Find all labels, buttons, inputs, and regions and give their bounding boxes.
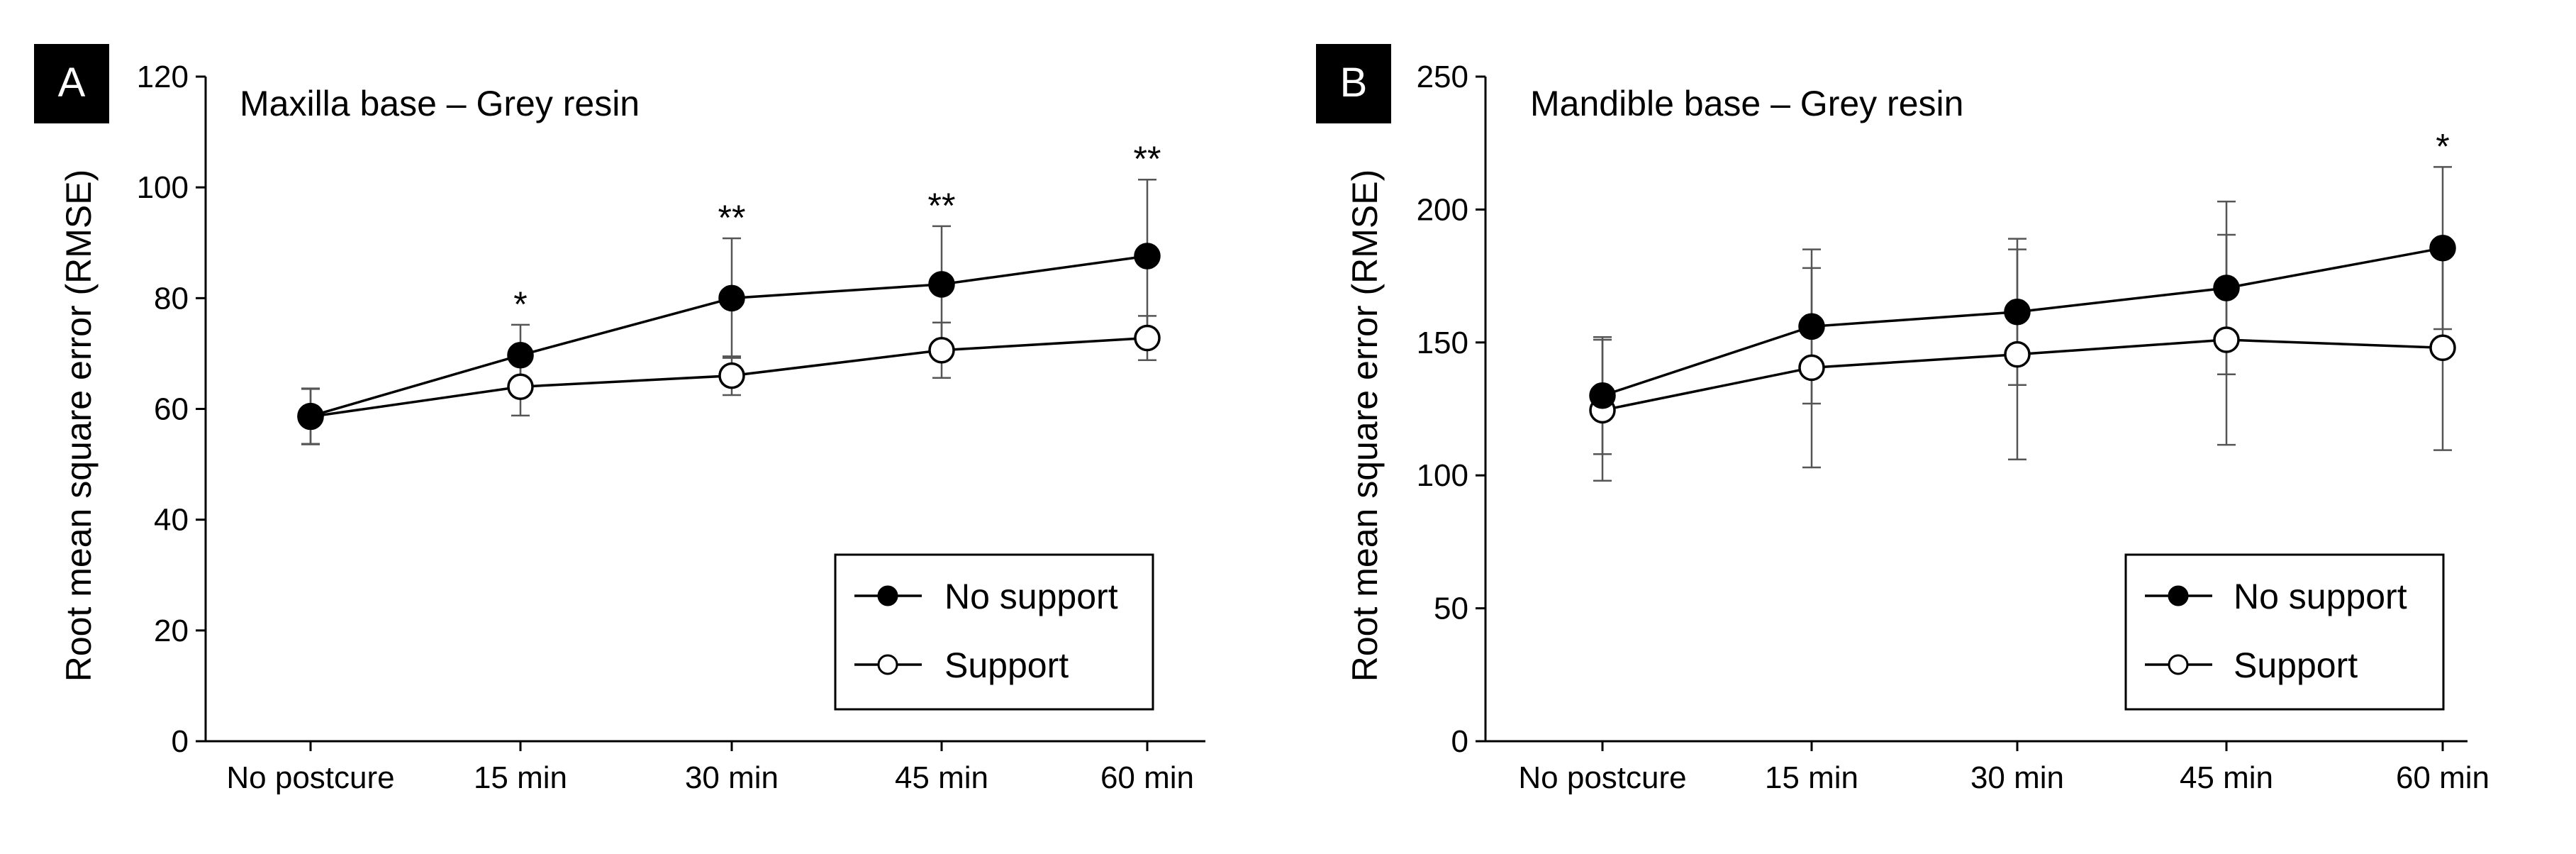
- y-tick-label: 60: [154, 392, 189, 427]
- y-tick-label: 40: [154, 503, 189, 538]
- x-tick-label: 15 min: [1765, 760, 1858, 795]
- x-tick-label: 15 min: [474, 760, 567, 795]
- panel-a-legend: No support Support: [834, 553, 1154, 711]
- y-tick-label: 100: [1417, 458, 1468, 493]
- panel-a-plot: 0 20 40 60 80 100 120 No postcure 15 min 30 min 45…: [137, 60, 1205, 795]
- significance-mark: **: [1134, 139, 1161, 179]
- point-support: [2429, 334, 2456, 362]
- y-tick-label: 80: [154, 281, 189, 316]
- legend-marker-open: [877, 654, 898, 675]
- panel-b-title: Mandible base – Grey resin: [1530, 84, 1963, 123]
- legend-label-no-support: No support: [2234, 577, 2407, 616]
- y-tick-label: 150: [1417, 326, 1468, 360]
- point-support: [507, 373, 534, 401]
- point-support: [718, 362, 745, 389]
- legend-box: [2124, 553, 2445, 711]
- x-tick-label: 30 min: [685, 760, 779, 795]
- legend-box: [834, 553, 1154, 711]
- point-no-support: [2213, 274, 2240, 301]
- point-support: [1134, 324, 1161, 352]
- panel-b-letter-box: [1316, 44, 1391, 123]
- panel-a-letter: A: [58, 60, 86, 106]
- panel-b-y-axis-label: Root mean square error (RMSE): [1345, 170, 1385, 682]
- y-tick-label: 250: [1417, 60, 1468, 94]
- significance-mark: **: [718, 198, 746, 238]
- legend-marker-filled: [2168, 585, 2189, 606]
- point-no-support: [2429, 234, 2456, 262]
- x-tick-label: No postcure: [1518, 760, 1686, 795]
- y-tick-label: 100: [137, 170, 189, 205]
- point-support: [2004, 340, 2031, 368]
- x-tick-label: 45 min: [2180, 760, 2273, 795]
- x-tick-label: 60 min: [1100, 760, 1194, 795]
- panel-a-letter-box: [34, 44, 109, 123]
- y-tick-label: 200: [1417, 192, 1468, 227]
- y-tick-label: 0: [1451, 724, 1468, 759]
- point-no-support: [1798, 313, 1825, 340]
- significance-mark: **: [928, 186, 956, 226]
- point-support: [928, 336, 955, 364]
- legend-label-support: Support: [2234, 645, 2358, 685]
- legend-marker-open: [2168, 654, 2189, 675]
- legend-marker-filled: [877, 585, 898, 606]
- y-tick-label: 20: [154, 614, 189, 648]
- x-tick-label: 60 min: [2396, 760, 2489, 795]
- panel-a: A Maxilla base – Grey resin Root mean sq…: [34, 44, 1205, 795]
- panel-a-y-axis-label: Root mean square error (RMSE): [59, 170, 99, 682]
- point-no-support: [1134, 243, 1161, 270]
- panel-b-legend: No support Support: [2124, 553, 2445, 711]
- point-no-support: [2004, 298, 2031, 326]
- legend-label-support: Support: [944, 645, 1069, 685]
- x-tick-label: 30 min: [1970, 760, 2064, 795]
- panel-b: B Mandible base – Grey resin Root mean s…: [1316, 44, 2489, 795]
- x-tick-label: 45 min: [895, 760, 988, 795]
- point-no-support: [507, 342, 534, 369]
- point-no-support: [297, 402, 324, 430]
- panel-b-letter: B: [1340, 60, 1368, 106]
- y-tick-label: 0: [172, 724, 189, 759]
- x-tick-label: No postcure: [226, 760, 394, 795]
- series-line-no-support: [310, 255, 1148, 418]
- y-tick-label: 50: [1434, 592, 1468, 626]
- significance-mark: *: [2436, 126, 2449, 166]
- point-support: [2213, 326, 2240, 353]
- y-tick-label: 120: [137, 60, 189, 94]
- point-no-support: [718, 284, 745, 312]
- panel-a-title: Maxilla base – Grey resin: [240, 84, 640, 123]
- point-support: [1798, 354, 1825, 382]
- panel-b-plot: 0 50 100 150 200 250 No postcure 15 min 30 min 45…: [1417, 60, 2489, 795]
- significance-mark: *: [513, 284, 527, 324]
- legend-label-no-support: No support: [944, 577, 1118, 616]
- point-no-support: [1589, 382, 1616, 409]
- point-no-support: [928, 271, 955, 298]
